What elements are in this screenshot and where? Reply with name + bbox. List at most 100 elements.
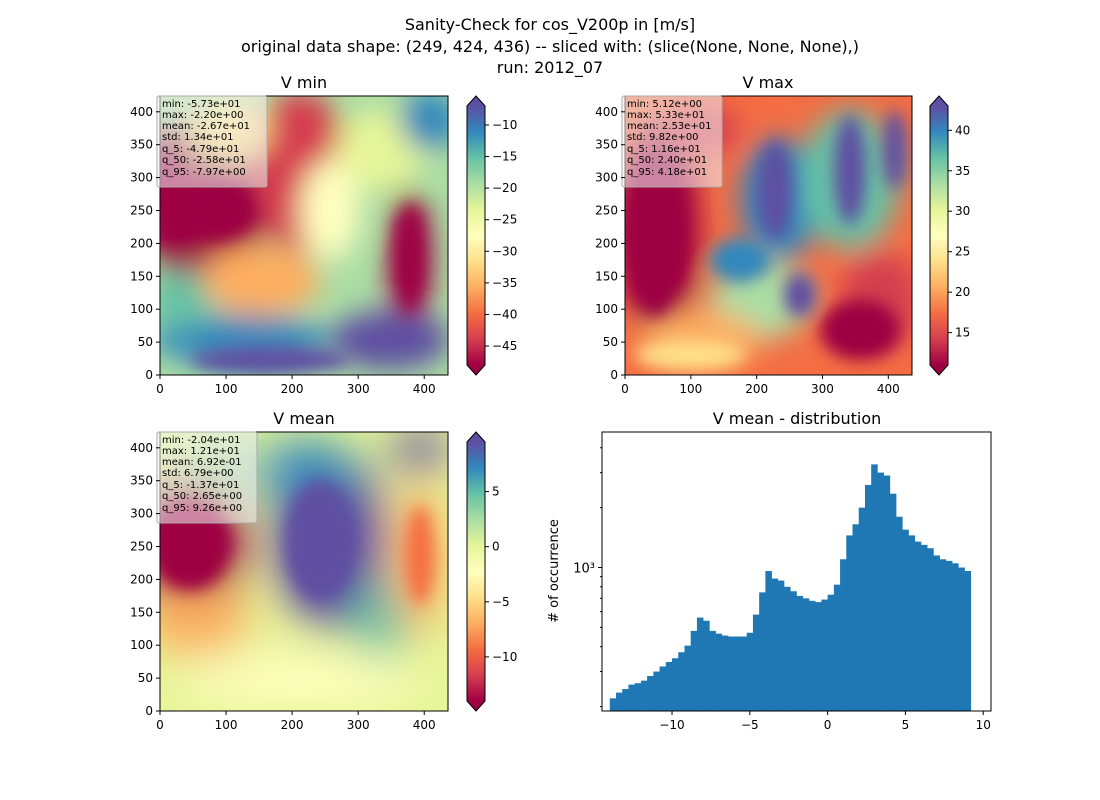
colorbar-tick-label: −35 <box>492 276 517 290</box>
histogram-bar <box>715 633 723 711</box>
panel-vmean: V mean min: -2.04e+01 <box>130 409 517 732</box>
histogram-bar <box>752 614 760 711</box>
histogram-bar <box>703 620 710 711</box>
vmin-colorbar-extend-top <box>467 96 485 106</box>
vmin-colorbar-extend-bottom <box>467 365 485 375</box>
vmax-axis-ticks: 0 100 200 300 400 0 50 100 150 200 250 300 350 400 <box>595 105 900 396</box>
histogram-bar <box>902 529 909 711</box>
x-tick-label: 200 <box>281 718 304 732</box>
histogram-bar <box>634 683 642 711</box>
histogram-bar <box>808 600 816 711</box>
vmax-colorbar-ticks: 15 20 25 30 35 40 <box>948 123 970 340</box>
vmax-stat-q5: q_5: 1.16e+01 <box>627 144 701 155</box>
histogram-bar <box>709 630 716 711</box>
colorbar-tick-label: −15 <box>492 150 517 164</box>
vmin-stat-q5: q_5: -4.79e+01 <box>162 144 239 155</box>
x-tick-label: 200 <box>281 382 304 396</box>
histogram-bar <box>609 698 617 711</box>
colorbar-tick-label: 15 <box>955 326 970 340</box>
histogram-bar <box>889 493 897 711</box>
colorbar-tick-label: 30 <box>955 204 970 218</box>
y-tick-label: 300 <box>595 171 618 185</box>
distribution-axis-ticks: −10 −5 0 5 10 10³ <box>573 447 991 732</box>
y-tick-label: 150 <box>595 269 618 283</box>
vmin-axis-ticks: 0 100 200 300 400 0 50 100 150 200 250 300 350 400 <box>130 105 436 396</box>
y-tick-label: 300 <box>130 507 153 521</box>
figure-title-line-2: original data shape: (249, 424, 436) -- … <box>241 37 859 56</box>
histogram-bar <box>734 636 741 711</box>
histogram-bar <box>877 472 884 711</box>
y-tick-label: 150 <box>130 605 153 619</box>
distribution-bars <box>609 464 972 711</box>
y-tick-label: 400 <box>130 105 153 119</box>
histogram-bar <box>821 599 828 711</box>
y-tick-label: 250 <box>595 203 618 217</box>
vmean-stat-min: min: -2.04e+01 <box>162 435 241 446</box>
colorbar-tick-label: −45 <box>492 339 517 353</box>
colorbar-tick-label: −5 <box>492 595 510 609</box>
histogram-bar <box>640 680 648 711</box>
panel-vmin: V min <box>130 73 517 396</box>
x-tick-label: 5 <box>902 718 910 732</box>
colorbar-tick-label: 40 <box>955 123 970 137</box>
histogram-bar <box>939 559 947 711</box>
histogram-bar <box>796 595 804 711</box>
histogram-bar <box>833 584 841 711</box>
histogram-bar <box>690 630 698 711</box>
vmin-stat-mean: mean: -2.67e+01 <box>162 121 250 132</box>
x-tick-label: 0 <box>156 382 164 396</box>
histogram-bar <box>678 652 685 711</box>
histogram-bar <box>958 567 965 711</box>
y-tick-label: 250 <box>130 203 153 217</box>
vmean-colorbar-ticks: −10 −5 0 5 <box>485 485 517 664</box>
colorbar-tick-label: −25 <box>492 213 517 227</box>
histogram-bar <box>628 684 635 711</box>
vmax-stat-max: max: 5.33e+01 <box>627 110 705 121</box>
histogram-bar <box>964 571 972 711</box>
histogram-bar <box>871 464 878 711</box>
x-tick-label: 0 <box>156 718 164 732</box>
x-tick-label: 200 <box>745 382 768 396</box>
colorbar-tick-label: 25 <box>955 245 970 259</box>
y-tick-label: 350 <box>130 138 153 152</box>
vmean-axis-ticks: 0 100 200 300 400 0 50 100 150 200 250 300 350 400 <box>130 441 436 732</box>
histogram-bar <box>864 484 872 711</box>
histogram-bar <box>790 591 797 711</box>
vmax-colorbar: 15 20 25 30 35 40 <box>929 95 970 376</box>
distribution-axes-frame <box>601 431 992 712</box>
histogram-bar <box>622 689 629 711</box>
vmin-stat-q95: q_95: -7.97e+00 <box>162 167 246 178</box>
histogram-bar <box>721 635 729 711</box>
y-tick-label: 350 <box>130 474 153 488</box>
y-tick-label: 200 <box>595 236 618 250</box>
y-tick-label: 50 <box>138 335 153 349</box>
x-tick-label: 400 <box>877 382 900 396</box>
histogram-bar <box>771 578 779 711</box>
histogram-bar <box>765 571 772 711</box>
vmin-stat-max: max: -2.20e+00 <box>162 110 243 121</box>
histogram-bar <box>802 598 810 711</box>
panel-distribution: V mean - distribution −10 −5 0 5 10 10³ # of … <box>547 409 992 732</box>
distribution-ylabel: # of occurrence <box>547 519 562 623</box>
vmean-stat-max: max: 1.21e+01 <box>162 446 240 457</box>
vmean-stat-q50: q_50: 2.65e+00 <box>162 491 242 502</box>
colorbar-tick-label: −10 <box>492 650 517 664</box>
y-tick-label: 50 <box>603 335 618 349</box>
histogram-bar <box>952 563 959 711</box>
histogram-bar <box>728 636 735 711</box>
vmin-heatmap-image <box>160 96 448 375</box>
vmax-axes-frame <box>624 95 913 376</box>
histogram-bar <box>784 586 791 711</box>
y-tick-label: 100 <box>595 302 618 316</box>
y-tick-label: 0 <box>145 368 153 382</box>
y-tick-label: 400 <box>130 441 153 455</box>
histogram-bar <box>914 541 922 711</box>
histogram-bar <box>672 658 679 711</box>
x-tick-label: 400 <box>413 718 436 732</box>
distribution-title: V mean - distribution <box>713 409 882 428</box>
histogram-bar <box>777 580 785 711</box>
histogram-bar <box>653 671 660 711</box>
histogram-bar <box>696 617 704 711</box>
histogram-bar <box>945 560 953 711</box>
y-tick-label: 200 <box>130 572 153 586</box>
